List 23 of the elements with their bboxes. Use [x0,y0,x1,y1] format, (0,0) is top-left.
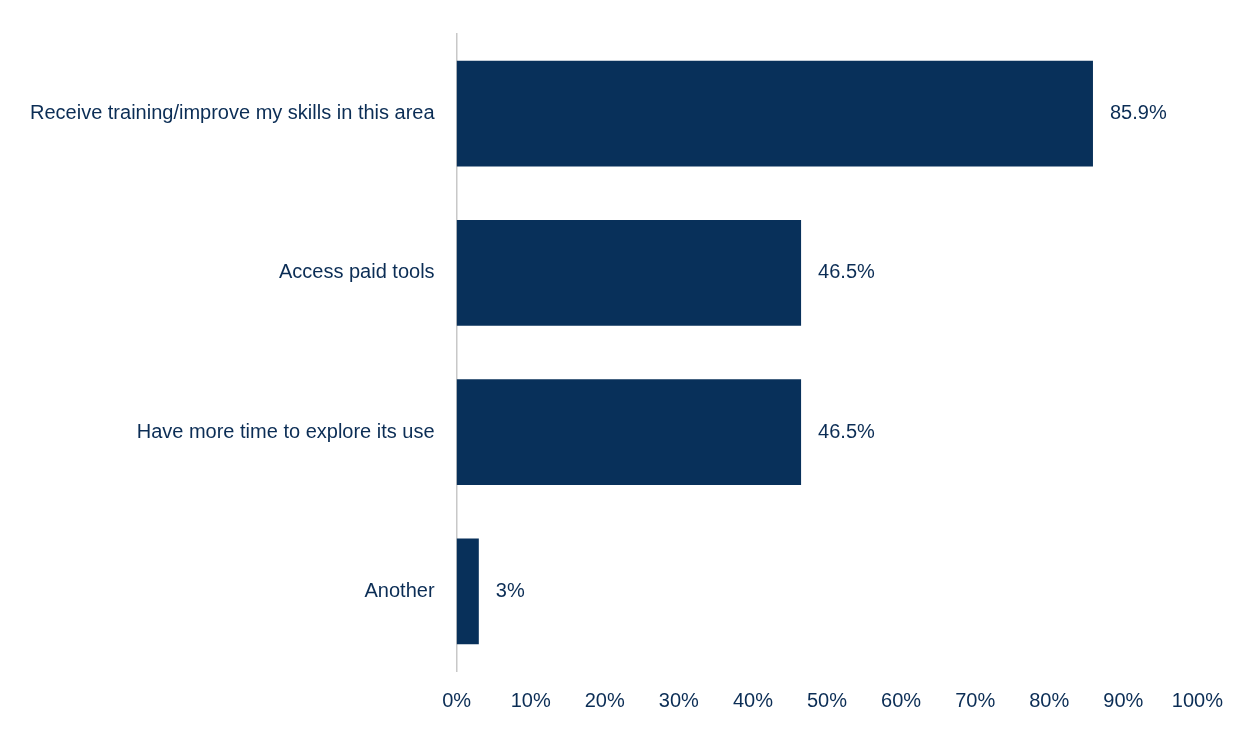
data-label: 46.5% [818,260,875,283]
data-label: 3% [495,578,525,601]
bar [456,60,1093,167]
bar [456,379,802,486]
x-tick-label: 20% [584,688,625,711]
x-tick-label: 70% [955,688,996,711]
x-tick-label: 50% [806,688,848,711]
x-tick-label: 40% [732,688,774,711]
y-tick-label: Receive training/improve my skills in this area [30,101,436,124]
bar [456,219,802,326]
x-tick-label: 100% [1171,688,1224,711]
x-tick-label: 90% [1103,688,1144,711]
y-tick-label: Access paid tools [278,260,435,283]
x-tick-label: 10% [510,688,551,711]
x-tick-label: 80% [1029,688,1070,711]
x-tick-label: 0% [442,688,472,711]
x-tick-label: 60% [881,688,922,711]
x-tick-label: 30% [658,688,700,711]
data-label: 46.5% [818,419,875,442]
bar [456,538,479,645]
y-tick-label: Have more time to explore its use [136,419,435,442]
y-tick-label: Another [364,578,435,601]
data-label: 85.9% [1109,101,1167,124]
